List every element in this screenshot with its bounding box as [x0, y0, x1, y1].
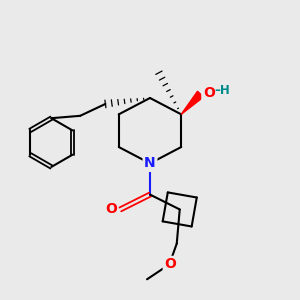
Text: O: O — [203, 85, 215, 100]
Text: N: N — [144, 156, 156, 170]
Text: –H: –H — [215, 84, 230, 97]
Text: O: O — [164, 257, 176, 272]
Polygon shape — [181, 91, 203, 114]
Text: O: O — [105, 202, 117, 216]
